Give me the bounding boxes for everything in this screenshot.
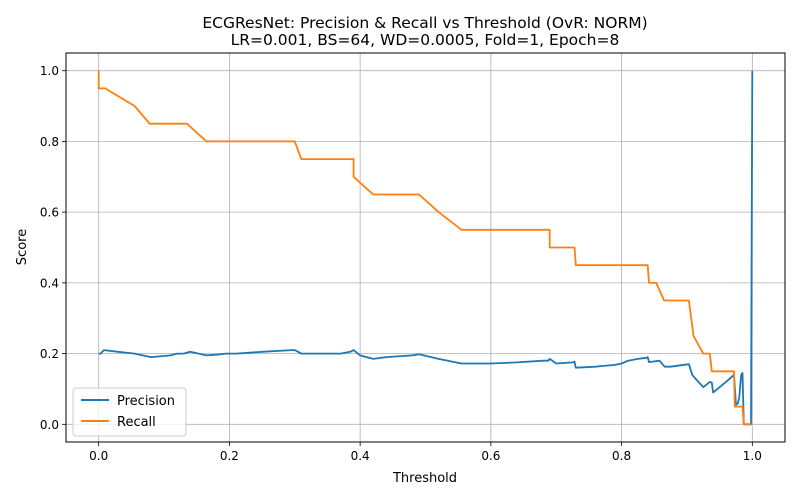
legend-label-recall: Recall	[117, 415, 156, 430]
y-tick-label: 0.8	[40, 135, 59, 149]
y-tick-label: 0.4	[40, 276, 59, 290]
legend-label-precision: Precision	[117, 394, 175, 409]
x-tick-label: 0.0	[89, 449, 108, 463]
x-tick-label: 1.0	[743, 449, 762, 463]
chart-subtitle: LR=0.001, BS=64, WD=0.0005, Fold=1, Epoc…	[231, 31, 620, 49]
y-axis-label: Score	[15, 229, 30, 265]
x-tick-label: 0.8	[612, 449, 631, 463]
x-tick-label: 0.4	[351, 449, 370, 463]
axis-ticks: 0.0 0.2 0.4 0.6 0.8 1.0 0.0 0.2 0.4 0.6 0.8 1.0	[40, 64, 762, 463]
x-tick-label: 0.2	[220, 449, 239, 463]
x-tick-label: 0.6	[481, 449, 500, 463]
y-tick-label: 0.2	[40, 347, 59, 361]
plot-frame	[65, 52, 786, 443]
y-tick-label: 0.0	[40, 418, 59, 432]
grid	[66, 53, 785, 442]
y-tick-label: 0.6	[40, 206, 59, 220]
plot-series	[97, 70, 754, 426]
y-tick-label: 1.0	[40, 64, 59, 78]
x-axis-label: Threshold	[392, 471, 457, 486]
chart-title: ECGResNet: Precision & Recall vs Thresho…	[202, 14, 647, 32]
legend: Precision Recall	[72, 387, 187, 437]
series-line-precision	[98, 70, 754, 426]
series-line-recall	[97, 70, 751, 426]
